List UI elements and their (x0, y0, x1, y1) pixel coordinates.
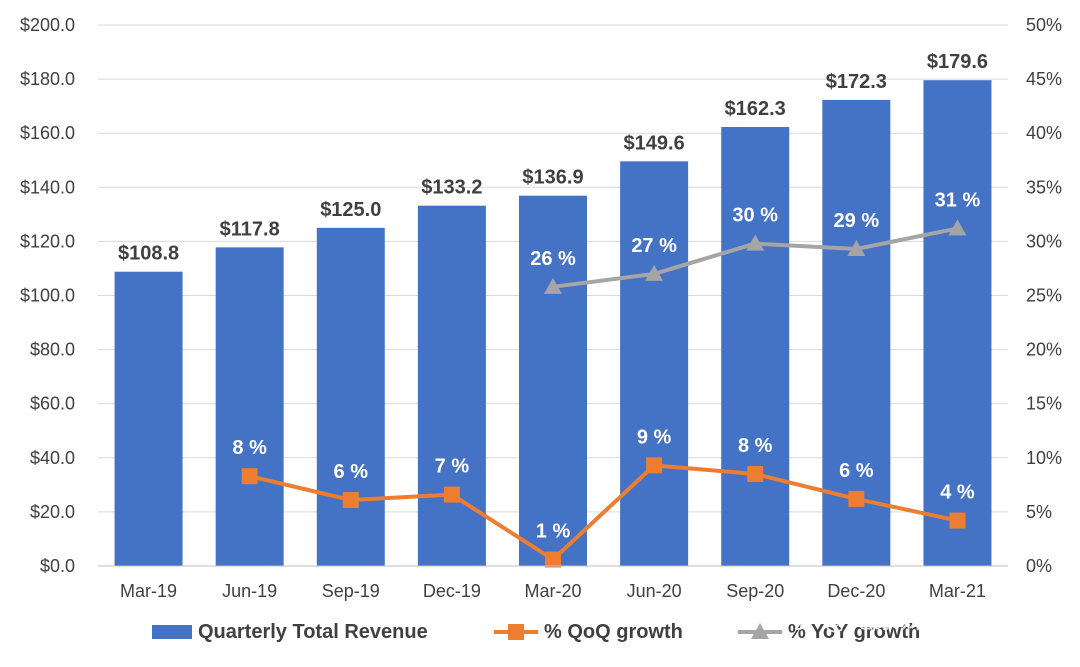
qoq-value-label: 6 % (839, 460, 874, 482)
qoq-point-marker (545, 551, 561, 568)
revenue-bar (822, 99, 891, 566)
yoy-value-label: 27 % (631, 235, 677, 257)
qoq-growth-line (249, 463, 958, 562)
revenue-bar (316, 227, 385, 566)
revenue-bar (114, 271, 183, 566)
y-right-tick-label: 10% (1026, 448, 1062, 468)
y-right-tick-label: 20% (1026, 340, 1062, 360)
yoy-point-marker (544, 277, 562, 294)
y-left-tick-label: $180.0 (20, 69, 75, 89)
y-right-tick-label: 0% (1026, 556, 1052, 576)
legend-revenue-label: Quarterly Total Revenue (198, 621, 428, 643)
revenue-bar (519, 195, 587, 567)
yoy-point-marker (948, 219, 967, 236)
qoq-value-label: 4 % (940, 482, 975, 504)
bar-value-label: $108.8 (118, 243, 179, 265)
y-left-tick-label: $140.0 (20, 177, 75, 197)
yoy-value-label: 30 % (732, 205, 778, 227)
x-tick-label: Dec-19 (423, 581, 481, 601)
x-tick-label: Mar-21 (929, 581, 986, 601)
legend-revenue-swatch (152, 625, 192, 639)
y-left-tick-label: $200.0 (20, 15, 75, 35)
bar-value-label: $136.9 (522, 167, 583, 189)
qoq-point-marker (949, 512, 966, 529)
watermark-text: 知乎 @纪景姝 Olivia (762, 605, 1008, 635)
qoq-value-label: 1 % (536, 521, 571, 543)
y-right-tick-label: 5% (1026, 502, 1052, 522)
x-tick-label: Mar-20 (524, 581, 581, 601)
legend-qoq-label: % QoQ growth (544, 621, 683, 643)
qoq-point-marker (646, 457, 663, 474)
x-tick-label: Jun-19 (222, 581, 277, 601)
y-left-tick-label: $100.0 (20, 286, 75, 306)
y-left-tick-label: $120.0 (20, 231, 75, 251)
revenue-bar (620, 161, 689, 566)
qoq-value-label: 7 % (435, 456, 470, 478)
data-labels: $108.8 $117.8 $125.0 $133.2 $136.9 $149.6 $162… (118, 51, 988, 542)
revenue-bar (923, 80, 992, 566)
y-right-tick-label: 45% (1026, 69, 1062, 89)
x-tick-label: Jun-20 (627, 581, 682, 601)
yoy-value-label: 29 % (834, 210, 880, 232)
legend: Quarterly Total Revenue % QoQ growth % YoY… (152, 621, 920, 643)
revenue-bar (215, 247, 284, 566)
axes: $0.0 $20.0 $40.0 $60.0 $80.0 $100.0 $120.0 $140… (20, 15, 1062, 601)
y-left-tick-label: $160.0 (20, 123, 75, 143)
yoy-value-label: 31 % (935, 189, 981, 211)
revenue-bar (721, 126, 790, 566)
qoq-value-label: 6 % (334, 461, 369, 483)
bar-value-label: $149.6 (624, 132, 685, 154)
y-right-tick-label: 25% (1026, 286, 1062, 306)
y-right-tick-label: 15% (1026, 394, 1062, 414)
legend-qoq-marker (508, 624, 524, 640)
x-tick-label: Sep-20 (726, 581, 784, 601)
bar-value-label: $179.6 (927, 51, 988, 73)
x-tick-label: Sep-19 (322, 581, 380, 601)
qoq-value-label: 8 % (232, 437, 267, 459)
revenue-bar (417, 205, 486, 566)
y-left-tick-label: $20.0 (30, 502, 75, 522)
yoy-point-marker (746, 234, 765, 251)
growth-lines (241, 219, 967, 568)
y-right-tick-label: 40% (1026, 123, 1062, 143)
qoq-point-marker (848, 490, 865, 507)
y-left-tick-label: $80.0 (30, 340, 75, 360)
qoq-point-marker (747, 466, 764, 483)
yoy-point-marker (645, 264, 664, 281)
y-left-tick-label: $60.0 (30, 394, 75, 414)
x-tick-label: Mar-19 (120, 581, 177, 601)
x-tick-label: Dec-20 (827, 581, 885, 601)
yoy-point-marker (847, 239, 866, 256)
bar-value-label: $172.3 (826, 71, 887, 93)
y-right-tick-label: 35% (1026, 177, 1062, 197)
bar-value-label: $117.8 (220, 218, 280, 240)
y-left-tick-label: $40.0 (30, 448, 75, 468)
bar-value-label: $125.0 (320, 199, 381, 221)
y-right-tick-label: 50% (1026, 15, 1062, 35)
qoq-value-label: 8 % (738, 435, 773, 457)
bar-value-label: $162.3 (725, 98, 786, 120)
y-left-tick-label: $0.0 (40, 556, 75, 576)
qoq-point-marker (342, 491, 359, 508)
y-right-tick-label: 30% (1026, 231, 1062, 251)
yoy-value-label: 26 % (530, 248, 576, 270)
legend-yoy-marker (751, 623, 769, 639)
bar-value-label: $133.2 (421, 177, 482, 199)
qoq-point-marker (241, 468, 258, 485)
qoq-point-marker (443, 486, 460, 503)
legend-yoy-label: % YoY growth (788, 621, 920, 643)
qoq-value-label: 9 % (637, 426, 672, 448)
revenue-bars (114, 80, 992, 567)
